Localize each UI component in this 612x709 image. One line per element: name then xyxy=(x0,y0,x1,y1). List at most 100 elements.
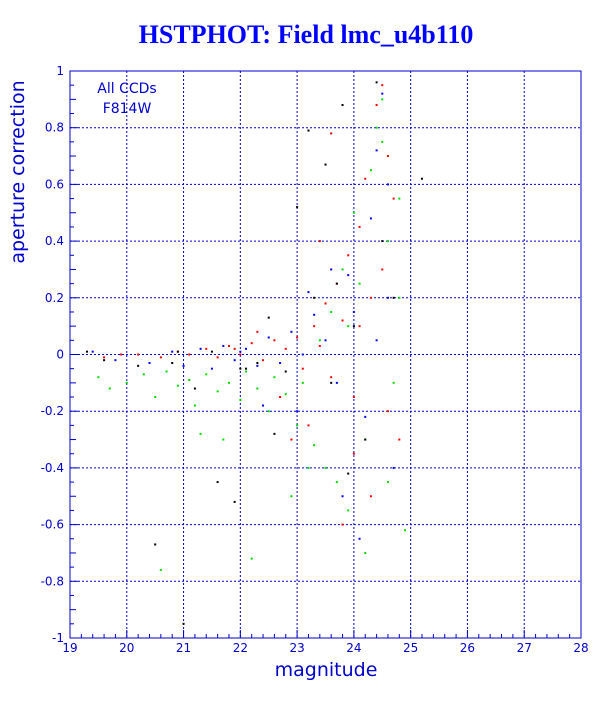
x-tick-label: 21 xyxy=(176,641,191,655)
data-point xyxy=(375,81,378,84)
data-point xyxy=(364,438,367,441)
data-point xyxy=(262,359,265,362)
data-point xyxy=(330,310,333,313)
data-point xyxy=(284,347,287,350)
data-point xyxy=(205,347,208,350)
data-point xyxy=(324,466,327,469)
data-point xyxy=(352,325,355,328)
data-point xyxy=(273,339,276,342)
data-point xyxy=(154,396,157,399)
data-point xyxy=(386,183,389,186)
data-point xyxy=(159,568,162,571)
data-point xyxy=(290,330,293,333)
data-point xyxy=(290,438,293,441)
data-point xyxy=(347,254,350,257)
data-point xyxy=(364,551,367,554)
data-point xyxy=(120,353,123,356)
data-point xyxy=(307,466,310,469)
data-point xyxy=(86,350,89,353)
data-point xyxy=(398,296,401,299)
data-point xyxy=(256,364,259,367)
data-point xyxy=(159,356,162,359)
page-title: HSTPHOT: Field lmc_u4b110 xyxy=(138,20,474,49)
data-point xyxy=(199,347,202,350)
data-point xyxy=(301,353,304,356)
annotation-line-1: All CCDs xyxy=(97,81,156,97)
data-point xyxy=(97,376,100,379)
y-tick-label: -0.4 xyxy=(41,461,64,475)
data-point xyxy=(193,387,196,390)
data-point xyxy=(313,296,316,299)
y-tick-label: 0.6 xyxy=(45,177,64,191)
grid-lines xyxy=(70,71,581,638)
data-point xyxy=(103,356,106,359)
data-point xyxy=(279,396,282,399)
y-axis-label: aperture correction xyxy=(7,80,29,263)
data-point xyxy=(335,381,338,384)
data-point xyxy=(318,344,321,347)
data-point xyxy=(301,367,304,370)
data-point xyxy=(381,140,384,143)
data-point xyxy=(256,330,259,333)
data-point xyxy=(335,481,338,484)
data-point xyxy=(273,432,276,435)
data-point xyxy=(341,523,344,526)
data-point xyxy=(358,225,361,228)
data-point xyxy=(176,350,179,353)
data-point xyxy=(324,339,327,342)
y-tick-label: 0.4 xyxy=(45,234,64,248)
data-point xyxy=(392,466,395,469)
data-point xyxy=(296,410,299,413)
data-point xyxy=(262,404,265,407)
data-point xyxy=(358,537,361,540)
data-point xyxy=(114,359,117,362)
x-axis-label: magnitude xyxy=(275,659,378,681)
data-point xyxy=(148,362,151,365)
y-tick-label: -0.2 xyxy=(41,404,64,418)
data-point xyxy=(227,344,230,347)
data-point xyxy=(347,325,350,328)
data-point xyxy=(233,500,236,503)
data-point xyxy=(352,396,355,399)
data-point xyxy=(369,169,372,172)
data-point xyxy=(239,398,242,401)
data-point xyxy=(324,302,327,305)
x-tick-label: 20 xyxy=(119,641,134,655)
data-point xyxy=(216,481,219,484)
data-point xyxy=(188,379,191,382)
data-point xyxy=(386,296,389,299)
axis-ticks: 19 20 21 22 23 24 25 26 27 28 -1 -0.8 -0.6 -0.4 -0.2 0 0… xyxy=(41,64,589,655)
y-tick-label: -0.8 xyxy=(41,574,64,588)
data-point xyxy=(256,387,259,390)
data-point xyxy=(188,353,191,356)
data-point xyxy=(91,350,94,353)
data-point xyxy=(296,206,299,209)
data-point xyxy=(330,376,333,379)
data-point xyxy=(386,410,389,413)
data-point xyxy=(352,310,355,313)
data-point xyxy=(421,177,424,180)
data-point xyxy=(341,104,344,107)
data-point xyxy=(381,84,384,87)
data-point xyxy=(313,444,316,447)
y-tick-label: 0.2 xyxy=(45,291,64,305)
data-point xyxy=(375,339,378,342)
data-point xyxy=(154,543,157,546)
data-point xyxy=(137,353,140,356)
data-point xyxy=(137,364,140,367)
data-point xyxy=(398,438,401,441)
data-point xyxy=(369,495,372,498)
data-point xyxy=(284,393,287,396)
data-point xyxy=(330,381,333,384)
data-point xyxy=(267,410,270,413)
x-tick-label: 24 xyxy=(346,641,361,655)
data-point xyxy=(369,296,372,299)
data-point xyxy=(108,387,111,390)
data-point xyxy=(182,364,185,367)
data-point xyxy=(233,347,236,350)
data-point xyxy=(245,347,248,350)
data-point xyxy=(381,268,384,271)
data-points xyxy=(86,81,424,625)
data-point xyxy=(307,291,310,294)
